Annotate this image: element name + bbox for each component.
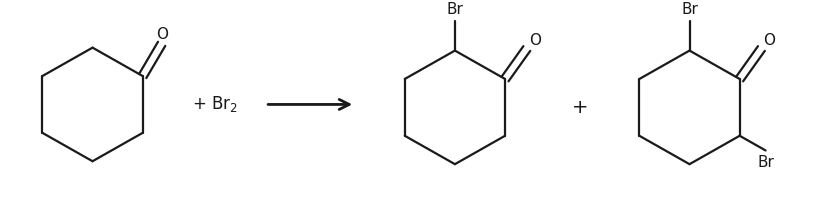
Text: Br: Br [757,155,774,170]
Text: + Br$_2$: + Br$_2$ [192,94,238,115]
Text: O: O [764,33,775,48]
Text: Br: Br [681,2,698,17]
Text: O: O [529,33,541,48]
Text: Br: Br [447,2,464,17]
Text: +: + [571,98,588,117]
Text: O: O [156,27,168,42]
